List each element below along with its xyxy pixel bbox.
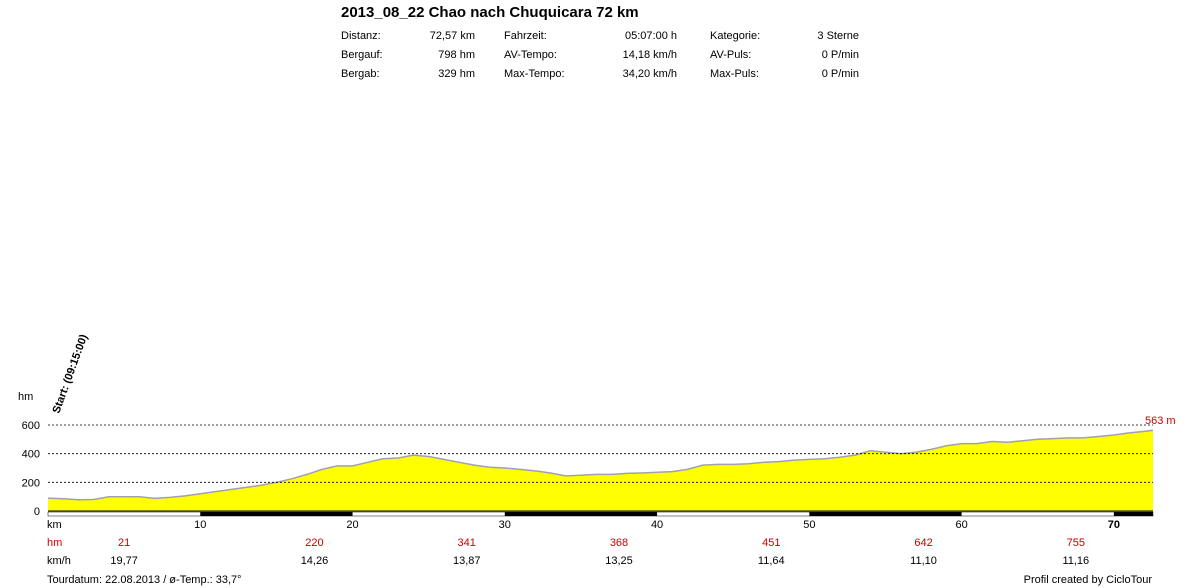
stat-label: AV-Tempo:	[504, 49, 557, 61]
stat-label: Max-Tempo:	[504, 68, 565, 80]
start-annotation: Start: (09:15:00)	[51, 332, 91, 415]
stat-label: Distanz:	[341, 30, 381, 42]
stat-label: Kategorie:	[710, 30, 761, 42]
km-bar-segment	[809, 512, 962, 516]
stat-label: Bergab:	[341, 68, 380, 80]
profile-area	[48, 430, 1153, 511]
hm-value: 642	[914, 537, 932, 549]
km-bar-outline	[47, 511, 1154, 517]
hm-value: 755	[1067, 537, 1085, 549]
end-elevation-label: 563 m	[1145, 415, 1176, 427]
stat-label: AV-Puls:	[710, 49, 752, 61]
x-tick-label: 10	[194, 519, 206, 531]
y-tick-label: 400	[22, 449, 40, 461]
stat-value: 798 hm	[438, 49, 475, 61]
stat-value: 14,18 km/h	[622, 49, 677, 61]
km-bar-segment	[504, 512, 658, 516]
speed-value: 11,10	[910, 555, 937, 567]
stat-value: 3 Sterne	[817, 30, 859, 42]
speed-row-label: km/h	[47, 555, 71, 567]
stat-value: 72,57 km	[429, 30, 475, 42]
km-bar-segment	[200, 512, 353, 516]
tour-date: Tourdatum: 22.08.2013 / ø-Temp.: 33,7°	[47, 574, 242, 586]
hm-value: 21	[118, 537, 130, 549]
stat-label: Fahrzeit:	[504, 30, 547, 42]
stat-label: Bergauf:	[341, 49, 383, 61]
hm-value: 368	[610, 537, 628, 549]
x-tick-label: 60	[955, 519, 967, 531]
stat-value: 34,20 km/h	[622, 68, 677, 80]
stat-value: 329 hm	[438, 68, 475, 80]
speed-value: 13,87	[453, 555, 481, 567]
x-tick-label: 20	[346, 519, 358, 531]
y-tick-label: 600	[22, 420, 40, 432]
y-tick-label: 200	[22, 477, 40, 489]
x-tick-label: 50	[803, 519, 815, 531]
speed-value: 13,25	[605, 555, 633, 567]
y-tick-label: 0	[34, 506, 40, 518]
stat-label: Max-Puls:	[710, 68, 759, 80]
profile-credit: Profil created by CicloTour	[1023, 574, 1152, 586]
x-tick-label: 40	[651, 519, 663, 531]
stat-value: 05:07:00 h	[625, 30, 677, 42]
profile-line	[47, 429, 1154, 501]
speed-value: 11,16	[1062, 555, 1089, 567]
speed-value: 14,26	[301, 555, 329, 567]
speed-value: 11,64	[758, 555, 785, 567]
x-tick-label: 70	[1108, 519, 1120, 531]
y-axis-label: hm	[18, 391, 33, 403]
stat-value: 0 P/min	[821, 68, 859, 80]
x-tick-label: 30	[499, 519, 511, 531]
speed-value: 19,77	[110, 555, 138, 567]
stat-value: 0 P/min	[821, 49, 859, 61]
x-axis-label: km	[47, 519, 62, 531]
hm-value: 220	[305, 537, 323, 549]
hm-value: 341	[458, 537, 476, 549]
km-bar-segment	[1113, 512, 1153, 516]
hm-row-label: hm	[47, 537, 62, 549]
hm-value: 451	[762, 537, 780, 549]
tour-title: 2013_08_22 Chao nach Chuquicara 72 km	[341, 4, 639, 21]
